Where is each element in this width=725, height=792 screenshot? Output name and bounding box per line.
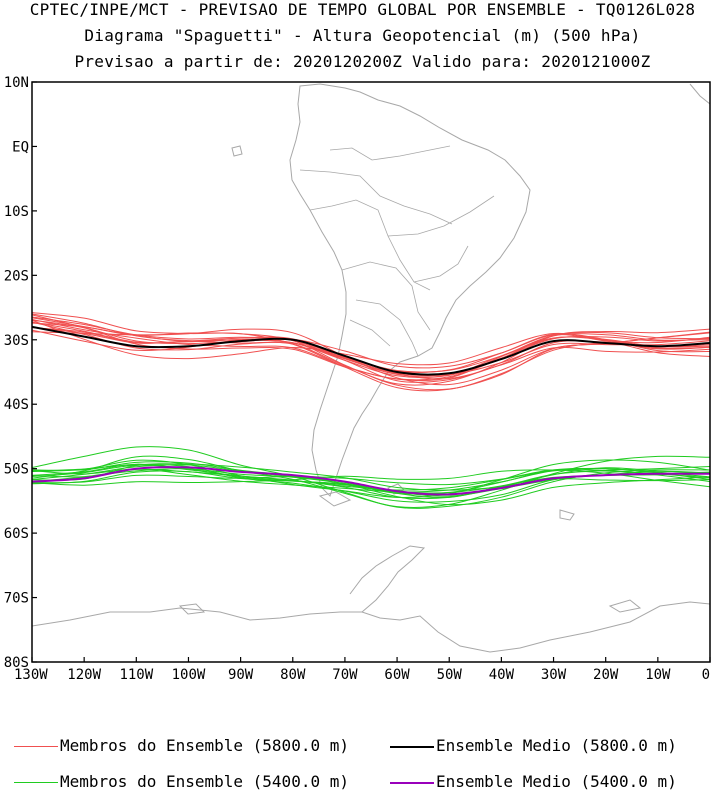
axis-ticks bbox=[31, 81, 711, 663]
longitude-label: 110W bbox=[119, 667, 153, 683]
ensemble-means bbox=[32, 325, 710, 496]
latitude-label: 70S bbox=[4, 591, 29, 607]
legend-swatch-members-5800 bbox=[14, 746, 58, 747]
longitude-labels: 130W 120W 110W 100W 90W 80W 70W 60W 50W 40W 30W 20W… bbox=[14, 667, 710, 683]
country-borders bbox=[299, 145, 495, 357]
latitude-label: EQ bbox=[12, 139, 29, 155]
ensemble-5400-member-line bbox=[32, 467, 710, 500]
legend-swatch-mean-5800 bbox=[390, 745, 434, 748]
ensemble-5400-member-line bbox=[32, 455, 710, 508]
ensemble-5400-member-line bbox=[32, 461, 710, 506]
longitude-label: 80W bbox=[280, 667, 306, 683]
title-line-3: Previsao a partir de: 2020120200Z Valido… bbox=[74, 52, 651, 71]
ensemble-5800-member-line bbox=[32, 314, 710, 380]
legend-label-members-5800: Membros do Ensemble (5800.0 m) bbox=[60, 736, 349, 755]
ensemble-5400-member-line bbox=[32, 469, 710, 488]
longitude-label: 50W bbox=[437, 667, 463, 683]
latitude-label: 60S bbox=[4, 526, 29, 542]
longitude-label: 40W bbox=[489, 667, 515, 683]
ensemble-5400-member-line bbox=[32, 459, 710, 498]
galapagos-islands bbox=[231, 145, 243, 157]
legend-swatch-members-5400 bbox=[14, 782, 58, 783]
legend-members-5400: Membros do Ensemble (5400.0 m) bbox=[14, 772, 349, 791]
title-line-2: Diagrama "Spaguetti" - Altura Geopotenci… bbox=[84, 26, 641, 45]
africa-coast bbox=[689, 83, 710, 105]
longitude-label: 20W bbox=[593, 667, 619, 683]
coastlines bbox=[32, 83, 710, 653]
ensemble-5800-member-line bbox=[32, 321, 710, 379]
latitude-label: 40S bbox=[4, 397, 29, 413]
legend-label-members-5400: Membros do Ensemble (5400.0 m) bbox=[60, 772, 349, 791]
longitude-label: 70W bbox=[332, 667, 358, 683]
latitude-labels: 10N EQ 10S 20S 30S 40S 50S 60S 70S 80S bbox=[4, 75, 29, 671]
south-america-coast bbox=[289, 83, 531, 497]
south-georgia bbox=[559, 509, 575, 521]
ensemble-mean-5400-line bbox=[32, 466, 710, 496]
longitude-label: 130W bbox=[14, 667, 48, 683]
legend-mean-5800: Ensemble Medio (5800.0 m) bbox=[390, 736, 677, 755]
longitude-label: 120W bbox=[67, 667, 101, 683]
legend-label-mean-5800: Ensemble Medio (5800.0 m) bbox=[436, 736, 677, 755]
antarctic-peninsula bbox=[349, 545, 426, 613]
antarctic-islands bbox=[178, 599, 642, 615]
latitude-label: 80S bbox=[4, 655, 29, 671]
ensemble-mean-5800-line bbox=[32, 325, 710, 376]
legend-members-5800: Membros do Ensemble (5800.0 m) bbox=[14, 736, 349, 755]
ensemble-5400-member-line bbox=[32, 468, 710, 486]
ensemble-5800-member-line bbox=[32, 329, 710, 369]
title-line-1: CPTEC/INPE/MCT - PREVISAO DE TEMPO GLOBA… bbox=[29, 0, 696, 19]
latitude-label: 50S bbox=[4, 462, 29, 478]
antarctica-coast bbox=[32, 601, 710, 653]
latitude-label: 20S bbox=[4, 268, 29, 284]
legend-mean-5400: Ensemble Medio (5400.0 m) bbox=[390, 772, 677, 791]
legend-swatch-mean-5400 bbox=[390, 781, 434, 784]
latitude-label: 10S bbox=[4, 204, 29, 220]
ensemble-5800-member-line bbox=[32, 319, 710, 382]
latitude-label: 10N bbox=[4, 75, 29, 91]
longitude-label: 60W bbox=[384, 667, 410, 683]
longitude-label: 0 bbox=[702, 667, 710, 683]
plot-frame bbox=[31, 81, 711, 663]
longitude-label: 100W bbox=[172, 667, 206, 683]
longitude-label: 30W bbox=[541, 667, 567, 683]
latitude-label: 30S bbox=[4, 333, 29, 349]
ensemble-5800-member-line bbox=[32, 328, 710, 386]
longitude-label: 90W bbox=[228, 667, 254, 683]
longitude-label: 10W bbox=[645, 667, 671, 683]
legend-label-mean-5400: Ensemble Medio (5400.0 m) bbox=[436, 772, 677, 791]
tierra-del-fuego bbox=[318, 491, 352, 507]
